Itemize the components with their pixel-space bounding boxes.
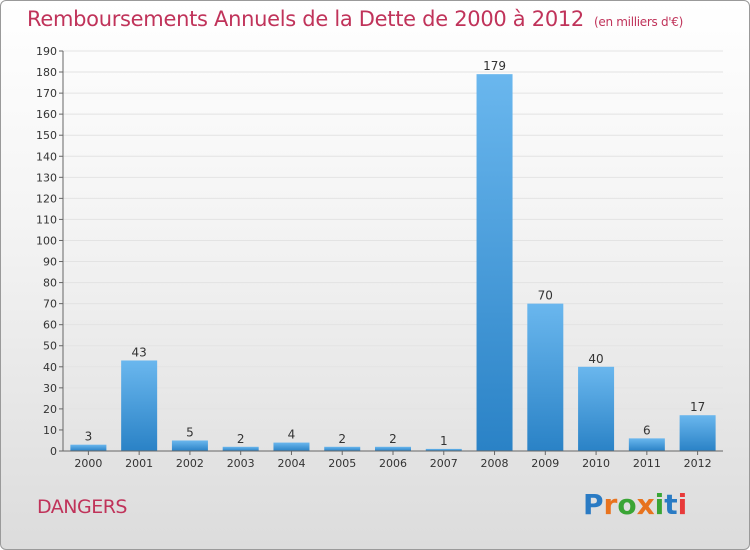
bar-value-label: 4	[288, 428, 296, 442]
city-name: DANGERS	[37, 496, 128, 518]
bar-value-label: 17	[690, 400, 705, 414]
y-tick-label: 90	[43, 256, 57, 269]
bar	[70, 444, 107, 451]
x-tick-label: 2001	[125, 457, 153, 470]
bar	[324, 446, 361, 451]
logo-letter: r	[603, 488, 618, 521]
y-tick-label: 20	[43, 403, 57, 416]
y-tick-label: 60	[43, 319, 57, 332]
x-tick-label: 2007	[430, 457, 458, 470]
bar-value-label: 5	[186, 425, 194, 439]
bar	[527, 303, 564, 451]
y-tick-label: 140	[36, 150, 57, 163]
x-tick-label: 2012	[684, 457, 712, 470]
bar	[679, 415, 716, 451]
bar-value-label: 2	[389, 432, 397, 446]
chart-subtitle: (en milliers d'€)	[594, 15, 684, 29]
x-tick-label: 2011	[633, 457, 661, 470]
y-tick-label: 40	[43, 361, 57, 374]
y-tick-label: 80	[43, 277, 57, 290]
logo-letter: t	[664, 488, 678, 521]
bar-value-label: 6	[643, 423, 651, 437]
bar-value-label: 40	[588, 352, 603, 366]
y-tick-label: 150	[36, 129, 57, 142]
y-tick-label: 170	[36, 87, 57, 100]
y-tick-label: 10	[43, 424, 57, 437]
x-axis: 2000 2001 2002 2003 2004 2005 2006 2007 2008 2009…	[63, 450, 723, 470]
chart-title: Remboursements Annuels de la Dette de 20…	[27, 7, 684, 31]
y-tick-label: 100	[36, 234, 57, 247]
bar	[171, 440, 208, 451]
x-tick-label: 2006	[379, 457, 407, 470]
bar	[628, 438, 665, 451]
y-tick-label: 130	[36, 171, 57, 184]
y-tick-label: 50	[43, 340, 57, 353]
y-tick-label: 160	[36, 108, 57, 121]
bar	[375, 446, 411, 451]
y-tick-label: 110	[36, 213, 57, 226]
y-tick-label: 30	[43, 382, 57, 395]
bars: 3 43 5 2 4 2 2 1 179 70 40 6 17	[70, 59, 716, 451]
bar	[222, 446, 259, 451]
logo-letter: i	[654, 488, 665, 521]
bar-value-label: 70	[538, 289, 553, 303]
x-tick-label: 2002	[176, 457, 204, 470]
bar	[121, 360, 158, 451]
bar	[578, 366, 615, 451]
x-tick-label: 2004	[277, 457, 305, 470]
grid-lines	[63, 50, 723, 452]
y-tick-label: 180	[36, 66, 57, 79]
logo-letter: x	[636, 488, 655, 521]
y-axis: 0 10 20 30 40 50 60 70 80 90 100 110 120 130 140 150 160…	[36, 45, 64, 458]
logo-letter: o	[617, 488, 637, 521]
proxiti-logo: Proxiti	[583, 488, 687, 521]
y-tick-label: 190	[36, 45, 57, 58]
bar-value-label: 43	[132, 345, 147, 359]
logo-letter: i	[677, 488, 688, 521]
y-tick-label: 70	[43, 298, 57, 311]
x-tick-label: 2000	[74, 457, 102, 470]
bar-value-label: 2	[237, 432, 245, 446]
bar	[273, 442, 310, 451]
y-tick-label: 120	[36, 192, 57, 205]
bar	[476, 74, 513, 451]
x-tick-label: 2003	[227, 457, 255, 470]
logo-letter: P	[583, 488, 604, 521]
x-tick-label: 2010	[582, 457, 610, 470]
bar-value-label: 179	[483, 59, 506, 73]
bar-value-label: 2	[338, 432, 346, 446]
bar	[425, 448, 462, 451]
x-tick-label: 2005	[328, 457, 356, 470]
x-tick-label: 2008	[481, 457, 509, 470]
y-tick-label: 0	[50, 445, 57, 458]
bar-value-label: 1	[440, 434, 448, 448]
x-tick-label: 2009	[531, 457, 559, 470]
bar-value-label: 3	[85, 430, 93, 444]
